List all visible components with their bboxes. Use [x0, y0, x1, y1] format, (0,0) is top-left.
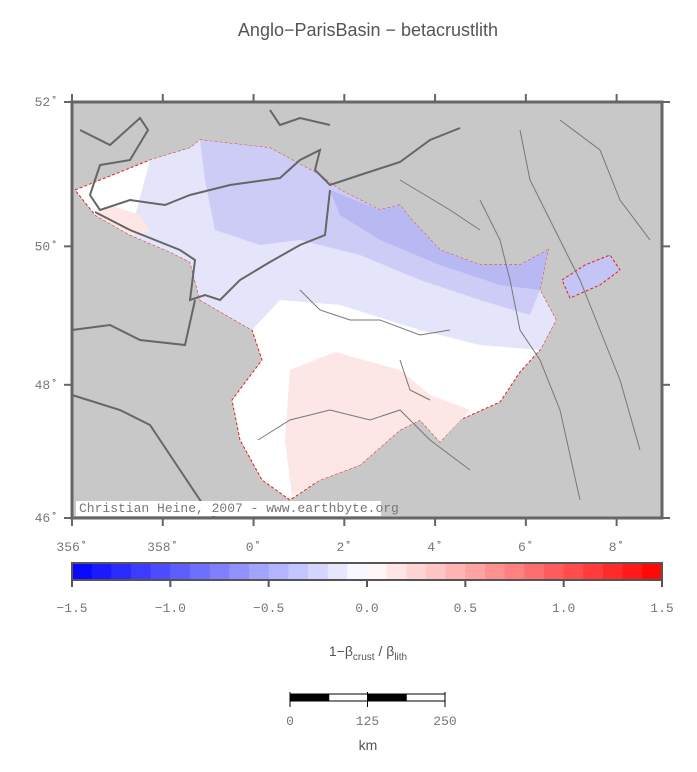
colorbar-tick-label: −1.0 [155, 601, 186, 616]
colorbar-step [190, 563, 211, 580]
colorbar-step [426, 563, 447, 580]
title: Anglo−ParisBasin − betacrustlith [238, 20, 498, 40]
colorbar-step [386, 563, 407, 580]
colorbar-tick-label: −1.5 [56, 601, 87, 616]
colorbar-step [308, 563, 329, 580]
colorbar-step [327, 563, 348, 580]
colorbar-step [445, 563, 466, 580]
y-tick-label: 50˚ [35, 239, 58, 254]
scalebar-segment [405, 693, 446, 702]
colorbar-step [465, 563, 486, 580]
colorbar-step [209, 563, 230, 580]
map-frame [70, 100, 664, 520]
basin-patch [561, 254, 621, 299]
colorbar-tick-label: 1.5 [650, 601, 673, 616]
credit-box [76, 501, 381, 516]
label-sub: lith [394, 652, 407, 663]
scalebar-segment [289, 693, 330, 702]
colorbar-tick-label: 0.0 [355, 601, 378, 616]
map-area: Christian Heine, 2007 - www.earthbyte.or… [70, 100, 664, 520]
colorbar-step [367, 563, 388, 580]
scalebar-tick-label: 250 [433, 714, 456, 729]
basin-positive [285, 352, 470, 496]
colorbar-step [347, 563, 368, 580]
label-part: 1−β [329, 643, 353, 659]
y-tick-label: 48˚ [35, 378, 58, 393]
colorbar-step [249, 563, 270, 580]
rivers [257, 119, 651, 501]
colorbar-step [131, 563, 152, 580]
colorbar-step [544, 563, 565, 580]
colorbar-step [622, 563, 643, 580]
x-tick-label: 6˚ [518, 540, 534, 555]
x-tick-label: 356˚ [56, 540, 87, 555]
y-tick-label: 46˚ [35, 511, 58, 526]
colorbar-tick-label: −0.5 [253, 601, 284, 616]
coastlines [71, 109, 461, 519]
scalebar-unit: km [359, 737, 378, 753]
colorbar-label: 1−βcrust / βlith [329, 643, 407, 663]
colorbar-step [485, 563, 506, 580]
scalebar-segment [367, 693, 407, 702]
colorbar-step [524, 563, 545, 580]
x-tick-label: 358˚ [147, 540, 178, 555]
scalebar-segment [328, 693, 368, 702]
basin-negative-dark [330, 190, 548, 290]
colorbar-step [91, 563, 112, 580]
x-tick-label: 4˚ [427, 540, 443, 555]
x-tick-label: 2˚ [337, 540, 353, 555]
basin-positive-west [95, 205, 150, 235]
colorbar-step [72, 563, 93, 580]
credit: Christian Heine, 2007 - www.earthbyte.or… [79, 501, 399, 516]
y-tick-label: 52˚ [35, 95, 58, 110]
colorbar-step [406, 563, 427, 580]
label-part: / β [375, 643, 395, 659]
colorbar-step [229, 563, 250, 580]
colorbar-step [150, 563, 171, 580]
x-tick-label: 0˚ [246, 540, 262, 555]
colorbar-tick-label: 0.5 [454, 601, 477, 616]
colorbar-step [583, 563, 604, 580]
colorbar-step [170, 563, 191, 580]
colorbar-step [111, 563, 132, 580]
label-sub: crust [353, 652, 375, 663]
colorbar-step [288, 563, 309, 580]
scalebar-tick-label: 125 [356, 714, 379, 729]
x-tick-label: 8˚ [609, 540, 625, 555]
colorbar-step [642, 563, 663, 580]
colorbar-tick-label: 1.0 [552, 601, 575, 616]
colorbar-step [504, 563, 525, 580]
colorbar-step [563, 563, 584, 580]
scalebar-tick-label: 0 [286, 714, 294, 729]
colorbar-step [603, 563, 624, 580]
colorbar-step [268, 563, 289, 580]
